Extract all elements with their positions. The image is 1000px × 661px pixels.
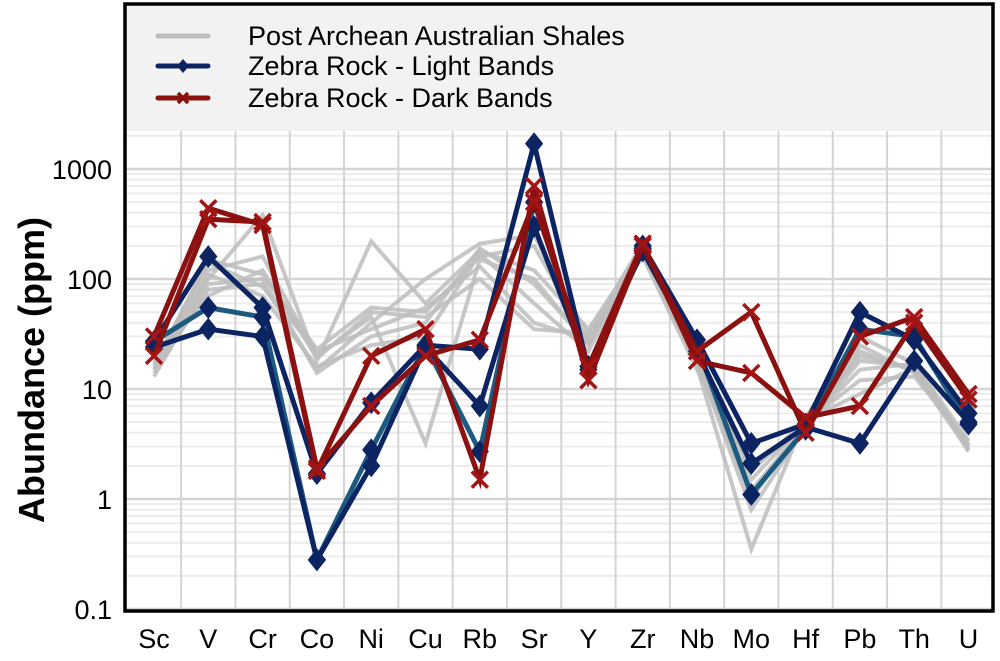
x-marker bbox=[850, 396, 870, 416]
x-tick-label: Zr bbox=[630, 624, 655, 654]
x-marker bbox=[253, 212, 272, 232]
series-layer bbox=[144, 132, 978, 572]
diamond-marker bbox=[199, 296, 218, 319]
x-marker bbox=[742, 302, 761, 322]
x-marker bbox=[144, 346, 164, 366]
x-tick-label: Pb bbox=[843, 624, 876, 654]
x-marker bbox=[416, 346, 435, 366]
legend-entry: Zebra Rock - Light Bands bbox=[155, 51, 554, 81]
diamond-marker bbox=[199, 245, 218, 268]
series-dark bbox=[144, 192, 978, 478]
x-tick-label: Hf bbox=[792, 624, 819, 654]
series-line bbox=[152, 243, 971, 499]
x-marker bbox=[470, 470, 490, 489]
axes-frame bbox=[123, 2, 995, 613]
series-paas bbox=[152, 239, 971, 475]
legend-label: Zebra Rock - Light Bands bbox=[248, 51, 554, 81]
x-marker bbox=[796, 408, 815, 427]
x-tick-label: U bbox=[959, 624, 979, 654]
x-marker bbox=[579, 371, 598, 390]
x-marker bbox=[633, 234, 652, 253]
x-marker bbox=[470, 330, 490, 350]
legend-entry: Zebra Rock - Dark Bands bbox=[155, 83, 553, 113]
diamond-marker bbox=[253, 296, 272, 319]
x-marker bbox=[361, 346, 381, 366]
x-tick-label: Y bbox=[579, 624, 597, 654]
x-tick-label: Nb bbox=[680, 624, 715, 654]
diamond-marker bbox=[199, 317, 218, 341]
x-tick-label: Cr bbox=[248, 624, 277, 654]
x-marker bbox=[416, 319, 435, 339]
diamond-marker bbox=[905, 349, 924, 373]
x-marker bbox=[524, 176, 544, 196]
x-marker bbox=[687, 351, 707, 371]
diamond-marker bbox=[905, 328, 924, 352]
diamond-marker bbox=[524, 132, 544, 156]
diamond-marker bbox=[850, 432, 870, 455]
x-tick-label: Mo bbox=[733, 624, 771, 654]
x-tick-label: V bbox=[199, 624, 217, 654]
legend-label: Post Archean Australian Shales bbox=[248, 21, 625, 51]
x-tick-label: Sc bbox=[138, 624, 170, 654]
diamond-marker bbox=[742, 452, 761, 475]
x-marker bbox=[959, 390, 978, 409]
y-tick-label: 10 bbox=[82, 375, 112, 405]
x-tick-label: Co bbox=[300, 624, 335, 654]
x-marker bbox=[904, 307, 924, 327]
diamond-marker bbox=[850, 300, 870, 324]
legend-background bbox=[125, 4, 993, 131]
legend-label: Zebra Rock - Dark Bands bbox=[248, 83, 553, 113]
x-tick-label: Cu bbox=[408, 624, 443, 654]
x-marker bbox=[579, 357, 598, 376]
x-marker bbox=[850, 327, 870, 346]
x-marker bbox=[742, 363, 761, 383]
legend-entry: Post Archean Australian Shales bbox=[155, 21, 625, 51]
diamond-marker bbox=[307, 548, 327, 572]
diamond-marker bbox=[253, 325, 272, 348]
x-marker bbox=[307, 459, 327, 478]
x-marker bbox=[199, 209, 218, 229]
y-tick-label: 0.1 bbox=[74, 595, 112, 625]
diamond-marker bbox=[959, 410, 978, 434]
x-marker bbox=[904, 313, 924, 333]
x-marker bbox=[361, 396, 381, 416]
series-line bbox=[151, 194, 971, 474]
legend-panel bbox=[125, 4, 993, 131]
plot-frame bbox=[123, 2, 995, 613]
y-tick-label: 100 bbox=[67, 265, 112, 295]
series-line bbox=[153, 218, 971, 567]
diamond-marker bbox=[177, 59, 189, 73]
x-marker bbox=[796, 423, 815, 443]
x-tick-label: Th bbox=[898, 624, 930, 654]
series-line bbox=[152, 239, 971, 475]
y-axis-ticks: 0.1 1 10 100 1000 bbox=[52, 155, 112, 625]
y-axis-label: Abundance (ppm) bbox=[11, 217, 52, 523]
y-tick-label: 1000 bbox=[52, 155, 112, 185]
diamond-marker bbox=[742, 483, 761, 506]
diamond-marker bbox=[470, 394, 489, 418]
y-tick-label: 1 bbox=[97, 485, 112, 515]
series-paas bbox=[152, 243, 971, 499]
series-line bbox=[151, 143, 971, 479]
x-marker bbox=[176, 91, 190, 105]
x-marker bbox=[524, 192, 544, 212]
x-tick-label: Ni bbox=[358, 624, 384, 654]
x-tick-label: Rb bbox=[463, 624, 498, 654]
x-tick-label: Sr bbox=[521, 624, 548, 654]
diamond-marker bbox=[362, 454, 381, 478]
x-axis-ticks: Sc V Cr Co Ni Cu Rb Sr Y Zr Nb Mo Hf Pb Th U bbox=[138, 624, 978, 654]
